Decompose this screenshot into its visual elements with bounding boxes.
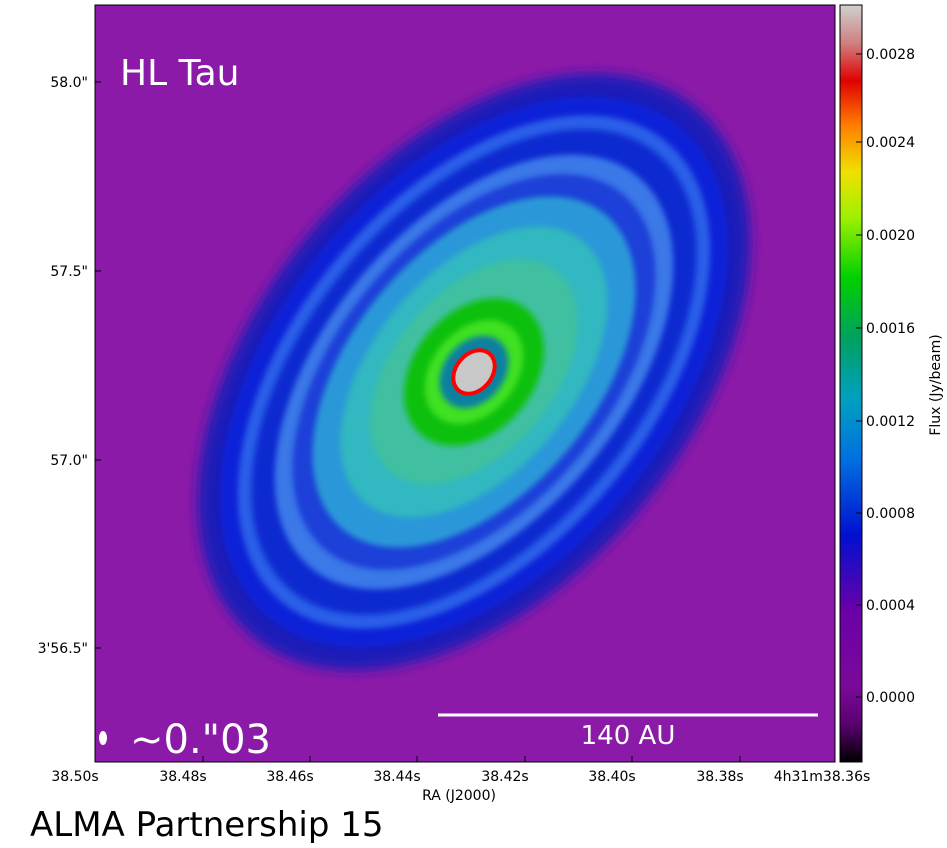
x-tick-label: 38.48s [159, 769, 206, 785]
colorbar-tick-label: 0.0024 [866, 135, 915, 151]
page: {"image": {"target": "HL Tau", "beam_lab… [0, 0, 947, 844]
x-tick-label: 38.50s [51, 769, 98, 785]
credit: ALMA Partnership 15 [30, 805, 384, 844]
y-tick-label: 3'56.5" [38, 641, 88, 657]
figure: HL Tau ~0."03 140 AU 0.00280.00240.00200… [0, 0, 947, 844]
colorbar-tick-label: 0.0020 [866, 228, 915, 244]
x-tick-label: 38.40s [588, 769, 635, 785]
colorbar-tick-label: 0.0016 [866, 321, 915, 337]
x-tick-label: 38.46s [266, 769, 313, 785]
beam-label: ~0."03 [130, 717, 271, 763]
x-tick-label: 38.38s [696, 769, 743, 785]
y-tick-label: 57.5" [50, 264, 88, 280]
colorbar-tick-label: 0.0028 [866, 47, 915, 63]
y-ticks: 58.0" 57.5" 57.0" 3'56.5" [38, 75, 101, 657]
colorbar-tick-label: 0.0008 [866, 506, 915, 522]
colorbar [840, 5, 862, 762]
image-panel [88, 0, 861, 774]
colorbar-ticks: 0.0028 0.0024 0.0020 0.0016 0.0012 0.0008 0.00… [856, 47, 915, 706]
target-label: HL Tau [120, 53, 239, 94]
x-tick-label: 4h31m38.36s [774, 769, 871, 785]
x-tick-label: 38.42s [481, 769, 528, 785]
colorbar-tick-label: 0.0000 [866, 690, 915, 706]
scale-bar-label: 140 AU [581, 721, 676, 751]
x-axis-label: RA (J2000) [422, 788, 496, 804]
colorbar-label: Flux (Jy/beam) [928, 334, 944, 435]
y-tick-label: 58.0" [50, 75, 88, 91]
y-tick-label: 57.0" [50, 453, 88, 469]
colorbar-tick-label: 0.0012 [866, 414, 915, 430]
colorbar-tick-label: 0.0004 [866, 598, 915, 614]
x-tick-label: 38.44s [373, 769, 420, 785]
beam [99, 731, 107, 745]
